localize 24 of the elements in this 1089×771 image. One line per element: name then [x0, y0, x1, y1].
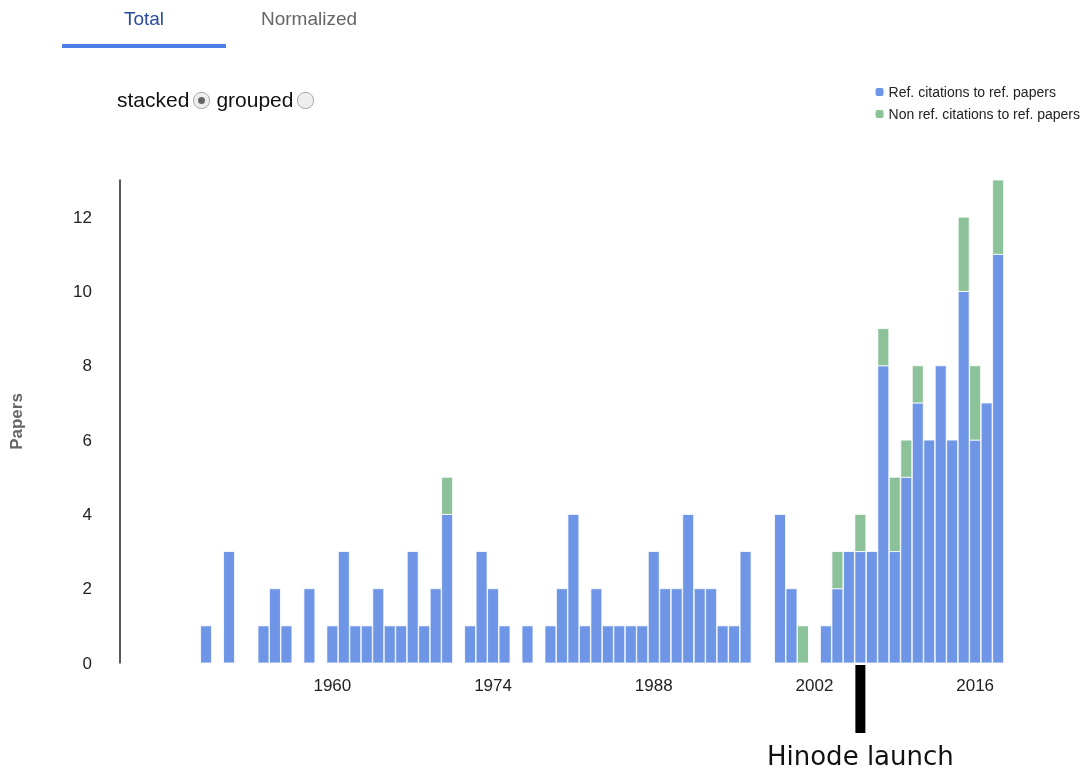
- y-tick-label: 4: [82, 504, 92, 524]
- y-tick-label: 2: [82, 579, 92, 599]
- text: grouped: [216, 88, 294, 112]
- y-axis-title: Papers: [7, 393, 26, 450]
- bar: [303, 588, 316, 664]
- ref-line-label: Hinode launch: [766, 741, 954, 771]
- x-tick-label: 1960: [313, 676, 352, 695]
- y-tick-label: 8: [82, 356, 92, 376]
- y-tick-label: 12: [73, 207, 92, 227]
- x-tick-label: 1974: [474, 676, 512, 695]
- text: Normalized: [259, 8, 359, 30]
- y-tick-label: 6: [82, 430, 92, 450]
- text: stacked: [117, 88, 190, 112]
- x-tick-label: 2002: [795, 676, 834, 695]
- y-tick-label: 10: [73, 281, 92, 301]
- legend-label: Non ref. citations to ref. papers: [888, 106, 1081, 122]
- x-tick-label: 2016: [956, 676, 995, 695]
- text: Total: [122, 8, 166, 30]
- bar: [200, 625, 212, 664]
- bar: [223, 551, 235, 664]
- bar: [521, 625, 534, 664]
- y-tick-label: 0: [82, 653, 92, 673]
- legend-label: Ref. citations to ref. papers: [888, 84, 1056, 100]
- x-tick-label: 1988: [634, 676, 673, 695]
